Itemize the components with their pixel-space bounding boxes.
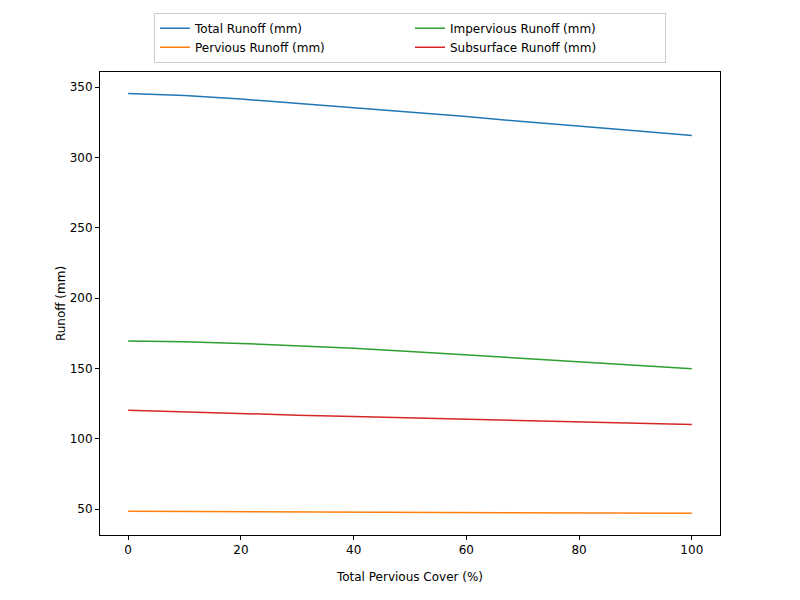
svg-text:60: 60	[459, 543, 474, 557]
svg-text:250: 250	[70, 221, 93, 235]
svg-text:20: 20	[233, 543, 248, 557]
svg-text:40: 40	[346, 543, 361, 557]
svg-text:350: 350	[70, 80, 93, 94]
svg-text:Impervious Runoff (mm): Impervious Runoff (mm)	[450, 22, 596, 36]
svg-text:300: 300	[70, 151, 93, 165]
svg-text:Total Runoff (mm): Total Runoff (mm)	[194, 22, 302, 36]
svg-text:100: 100	[680, 543, 703, 557]
svg-text:50: 50	[77, 502, 92, 516]
svg-text:150: 150	[70, 362, 93, 376]
svg-text:200: 200	[70, 291, 93, 305]
svg-text:80: 80	[571, 543, 586, 557]
svg-text:Runoff (mm): Runoff (mm)	[54, 266, 68, 341]
svg-text:Pervious Runoff (mm): Pervious Runoff (mm)	[195, 41, 325, 55]
svg-text:100: 100	[70, 432, 93, 446]
svg-text:0: 0	[124, 543, 132, 557]
svg-text:Total Pervious Cover (%): Total Pervious Cover (%)	[336, 570, 483, 584]
svg-text:Subsurface Runoff (mm): Subsurface Runoff (mm)	[450, 41, 596, 55]
